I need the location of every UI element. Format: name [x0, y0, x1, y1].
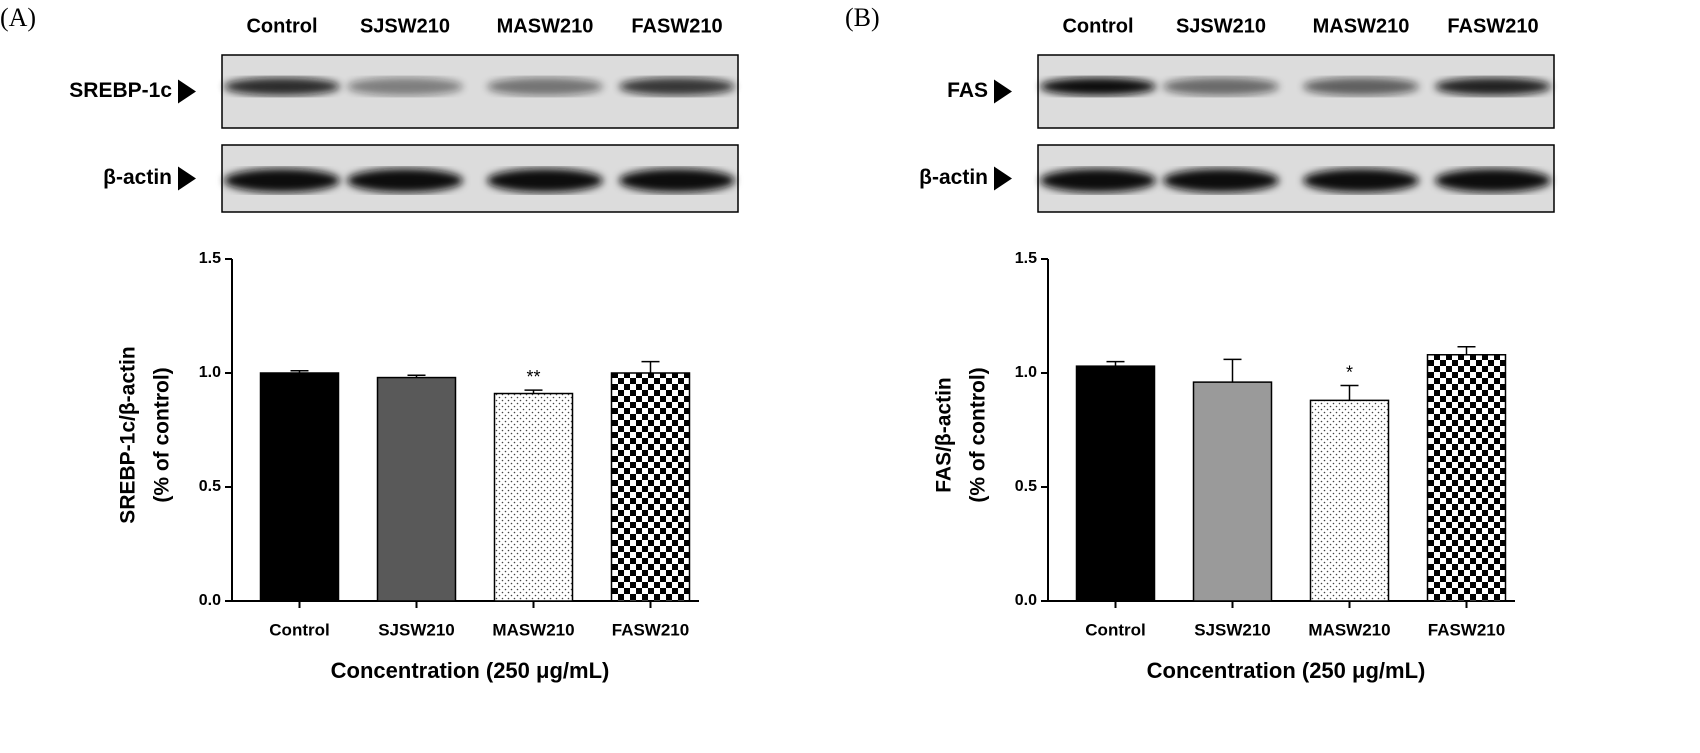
lane-label: FASW210: [1447, 15, 1538, 37]
x-tick-label: MASW210: [492, 620, 574, 639]
x-tick-label: Control: [1085, 620, 1145, 639]
blot-band: [619, 168, 735, 193]
y-tick-label: 0.5: [1015, 478, 1037, 495]
x-axis-title: Concentration (250 μg/mL): [331, 658, 610, 683]
row-label: β-actin: [103, 166, 172, 189]
blot-band: [1303, 77, 1419, 96]
significance: **: [526, 367, 540, 387]
blot-band: [1303, 168, 1419, 193]
y-tick-label: 1.0: [1015, 364, 1037, 381]
panel-label: (A): [0, 3, 36, 32]
significance: *: [1346, 362, 1353, 382]
blot-band: [487, 77, 603, 96]
row-arrow: [178, 79, 196, 104]
blot-band: [1435, 168, 1551, 193]
blot-band: [1163, 77, 1279, 96]
y-tick-label: 0.0: [199, 592, 221, 609]
x-axis-title: Concentration (250 μg/mL): [1147, 658, 1426, 683]
blot-band: [224, 168, 340, 193]
blot-band: [487, 168, 603, 193]
lane-label: FASW210: [631, 15, 722, 37]
y-tick-label: 0.0: [1015, 592, 1037, 609]
y-axis-title: SREBP-1c/β-actin: [117, 346, 140, 523]
blot-band: [347, 77, 463, 96]
y-tick-label: 1.0: [199, 364, 221, 381]
bar: [259, 372, 340, 602]
blot-band: [1040, 77, 1156, 96]
lane-label: SJSW210: [1176, 15, 1266, 37]
lane-label: MASW210: [497, 15, 594, 37]
blot-band: [619, 77, 735, 96]
row-arrow: [178, 166, 196, 191]
lane-label: Control: [1062, 15, 1133, 37]
lane-label: MASW210: [1313, 15, 1410, 37]
blot-band: [1163, 168, 1279, 193]
row-label: β-actin: [919, 166, 988, 189]
blot-band: [1435, 77, 1551, 96]
bar: [1075, 365, 1156, 602]
bar: [1309, 399, 1390, 602]
row-label: FAS: [947, 79, 988, 102]
bar: [376, 376, 457, 602]
row-label: SREBP-1c: [69, 79, 172, 102]
bar: [1192, 381, 1273, 602]
x-tick-label: FASW210: [612, 620, 689, 639]
x-tick-label: FASW210: [1428, 620, 1505, 639]
x-tick-label: Control: [269, 620, 329, 639]
bar: [1426, 354, 1507, 602]
y-tick-label: 1.5: [1015, 250, 1037, 267]
row-arrow: [994, 79, 1012, 104]
x-tick-label: SJSW210: [1194, 620, 1271, 639]
y-axis-title: FAS/β-actin: [933, 377, 956, 493]
row-arrow: [994, 166, 1012, 191]
lane-label: SJSW210: [360, 15, 450, 37]
blot-band: [224, 77, 340, 96]
y-axis-title: (% of control): [967, 367, 990, 502]
x-tick-label: MASW210: [1308, 620, 1390, 639]
bar: [493, 392, 574, 602]
blot-band: [347, 168, 463, 193]
x-tick-label: SJSW210: [378, 620, 455, 639]
y-axis-title: (% of control): [151, 367, 174, 502]
y-tick-label: 0.5: [199, 478, 221, 495]
blot-band: [1040, 168, 1156, 193]
lane-label: Control: [246, 15, 317, 37]
panel-label: (B): [845, 3, 880, 32]
bar: [610, 372, 691, 602]
y-tick-label: 1.5: [199, 250, 221, 267]
